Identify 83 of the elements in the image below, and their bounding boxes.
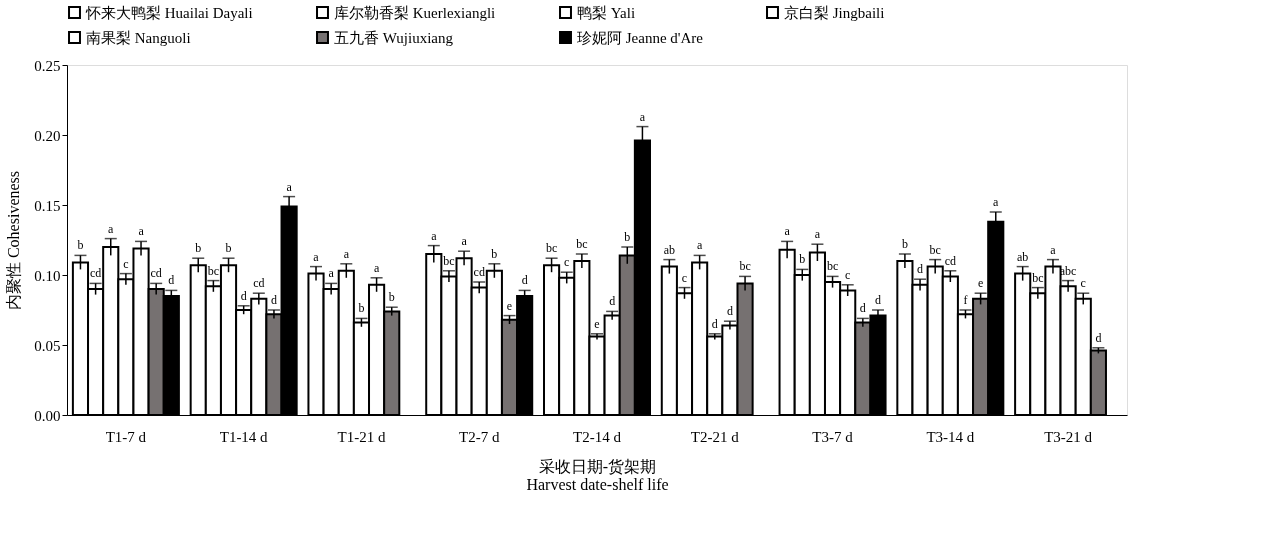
y-tick-label: 0.15 [34, 197, 61, 214]
data-label: a [138, 224, 145, 239]
data-label: f [963, 293, 968, 307]
data-label: a [784, 224, 791, 239]
x-axis-title: 采收日期-货架期 Harvest date-shelf life [526, 457, 669, 493]
legend-label: 京白梨 Jingbaili [784, 4, 885, 21]
data-label: c [681, 270, 688, 285]
data-label: a [639, 109, 646, 124]
legend-label: 珍妮阿 Jeanne d'Are [577, 29, 704, 46]
data-label: bc [826, 259, 839, 274]
data-label: cd [89, 266, 102, 281]
data-label: cd [473, 265, 485, 279]
y-tick-label: 0.20 [34, 127, 61, 144]
x-tick-label: T1-14 d [219, 428, 269, 445]
data-label: d [917, 262, 924, 277]
data-label: b [901, 237, 908, 251]
data-label: b [491, 246, 498, 261]
x-tick-label: T2-7 d [459, 428, 500, 445]
data-label: a [461, 234, 468, 249]
data-label: d [609, 294, 616, 309]
data-label: b [388, 290, 395, 305]
data-label: c [1080, 276, 1086, 291]
y-tick-label: 0.00 [34, 407, 61, 424]
data-label: e [977, 276, 984, 291]
data-label: c [564, 255, 570, 270]
data-label: cd [944, 253, 956, 268]
data-label: a [108, 221, 115, 236]
x-tick-label: T2-14 d [573, 428, 622, 445]
y-tick-label: 0.25 [34, 57, 61, 74]
y-tick-label: 0.10 [34, 267, 61, 284]
data-label: a [328, 266, 335, 281]
data-label: d [859, 301, 866, 316]
data-label: ab [1017, 249, 1029, 264]
data-label: b [77, 238, 84, 253]
data-label: c [845, 267, 851, 282]
data-label: b [195, 241, 202, 256]
data-label: a [373, 260, 380, 275]
data-label: a [1050, 242, 1057, 257]
legend-label: 怀来大鸭梨 Huailai Dayali [85, 4, 253, 21]
data-label: a [286, 179, 293, 194]
x-tick-label: T3-7 d [812, 428, 854, 445]
x-tick-label: T3-14 d [926, 428, 975, 445]
data-label: d [1095, 330, 1102, 345]
legend-label: 库尔勒香梨 Kuerlexiangli [334, 4, 496, 21]
data-label: bc [443, 253, 455, 268]
data-label: bc [576, 237, 588, 251]
legend-label: 鸭梨 Yali [577, 4, 636, 21]
data-label: d [726, 304, 733, 319]
data-label: b [799, 252, 806, 267]
y-tick-label: 0.05 [34, 337, 61, 354]
data-label: b [225, 241, 232, 256]
data-label: ab [663, 242, 676, 257]
data-label: b [624, 230, 631, 244]
data-label: bc [545, 241, 558, 256]
data-label: d [270, 293, 277, 307]
data-label: a [696, 238, 703, 253]
data-label: bc [1032, 270, 1044, 285]
data-label: a [431, 228, 438, 243]
data-label: cd [253, 276, 265, 291]
data-label: d [240, 288, 247, 303]
data-label: bc [929, 242, 941, 257]
data-label: e [594, 316, 600, 331]
data-label: d [521, 273, 528, 288]
legend-label: 五九香 Wujiuxiang [334, 29, 454, 46]
data-label: a [313, 249, 320, 264]
data-label: a [993, 195, 1000, 209]
data-label: cd [150, 266, 162, 281]
x-tick-label: T1-7 d [105, 428, 147, 445]
data-label: a [814, 227, 821, 242]
data-label: b [358, 301, 365, 316]
legend-label: 南果梨 Nanguoli [86, 29, 191, 46]
x-tick-label: T1-21 d [337, 428, 386, 445]
data-label: c [123, 256, 129, 271]
data-label: d [711, 316, 718, 331]
data-label: d [168, 273, 175, 288]
data-label: d [874, 293, 881, 307]
x-tick-label: T3-21 d [1044, 428, 1093, 445]
data-label: bc [739, 259, 751, 274]
data-label: bc [207, 263, 220, 278]
data-label: e [506, 298, 513, 313]
x-tick-label: T2-21 d [690, 428, 740, 445]
data-label: a [343, 246, 350, 261]
y-axis-title: 内聚性 Cohesiveness [5, 170, 23, 311]
